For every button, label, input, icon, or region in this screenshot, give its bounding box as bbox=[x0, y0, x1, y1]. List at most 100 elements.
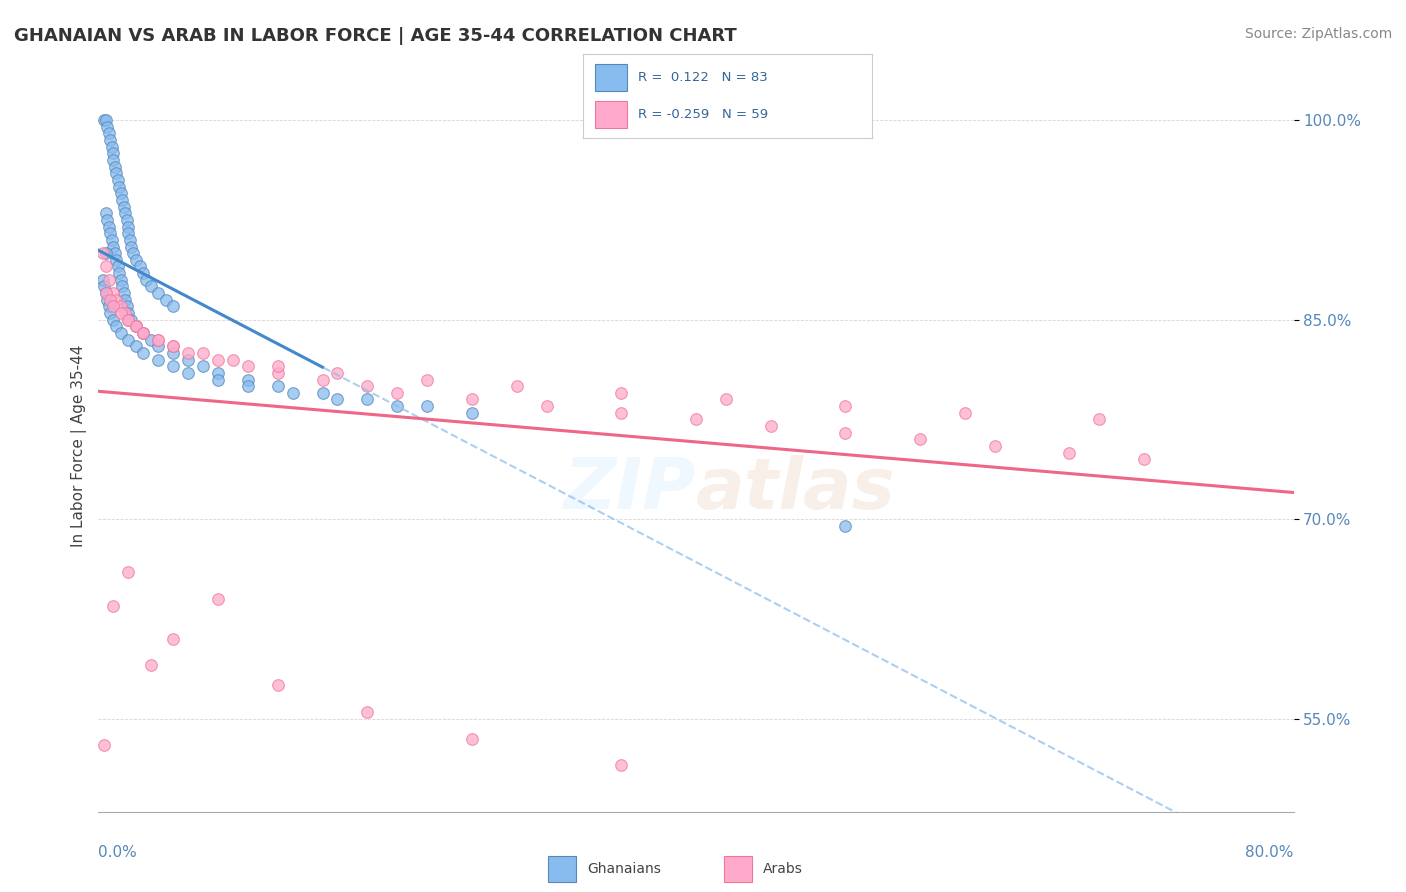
Point bbox=[103, 286, 125, 301]
Point bbox=[834, 518, 856, 533]
Point bbox=[110, 273, 132, 287]
Point bbox=[103, 299, 125, 313]
Point bbox=[121, 246, 143, 260]
Point bbox=[148, 286, 170, 301]
Point bbox=[93, 113, 115, 128]
Point bbox=[326, 366, 349, 380]
Point bbox=[108, 179, 131, 194]
Point bbox=[93, 738, 115, 752]
Point bbox=[111, 279, 134, 293]
Point bbox=[222, 352, 245, 367]
Point bbox=[120, 312, 142, 326]
Text: atlas: atlas bbox=[696, 456, 896, 524]
Point bbox=[111, 193, 134, 207]
Point bbox=[984, 439, 1007, 453]
Point bbox=[117, 306, 139, 320]
Point bbox=[162, 339, 184, 353]
Point bbox=[93, 279, 115, 293]
Point bbox=[103, 599, 125, 613]
Point bbox=[148, 333, 170, 347]
Point bbox=[105, 319, 128, 334]
Point bbox=[98, 306, 122, 320]
Point bbox=[98, 293, 122, 307]
Point bbox=[139, 658, 162, 673]
Point bbox=[96, 293, 118, 307]
Text: 80.0%: 80.0% bbox=[1246, 845, 1294, 860]
Point bbox=[311, 385, 333, 400]
Text: GHANAIAN VS ARAB IN LABOR FORCE | AGE 35-44 CORRELATION CHART: GHANAIAN VS ARAB IN LABOR FORCE | AGE 35… bbox=[14, 27, 737, 45]
Point bbox=[104, 246, 127, 260]
Point bbox=[685, 412, 707, 426]
Point bbox=[94, 246, 117, 260]
Point bbox=[759, 419, 782, 434]
Point bbox=[610, 406, 633, 420]
Point bbox=[385, 399, 409, 413]
Point bbox=[908, 433, 931, 447]
Point bbox=[267, 379, 290, 393]
Point bbox=[834, 399, 856, 413]
Point bbox=[155, 293, 177, 307]
Point bbox=[162, 632, 184, 646]
Point bbox=[236, 379, 259, 393]
Bar bbox=[548, 855, 576, 882]
Point bbox=[112, 200, 135, 214]
Point bbox=[610, 385, 633, 400]
Point bbox=[110, 326, 132, 340]
Point bbox=[416, 372, 439, 386]
Point bbox=[114, 206, 136, 220]
Point bbox=[610, 758, 633, 772]
Point bbox=[114, 293, 136, 307]
Point bbox=[135, 273, 157, 287]
Point bbox=[96, 213, 118, 227]
Point bbox=[267, 366, 290, 380]
Point bbox=[326, 392, 349, 407]
Point bbox=[177, 366, 200, 380]
Point bbox=[461, 406, 484, 420]
Point bbox=[91, 273, 114, 287]
Point bbox=[953, 406, 976, 420]
Point bbox=[1133, 452, 1156, 467]
Point bbox=[117, 312, 139, 326]
Text: R = -0.259   N = 59: R = -0.259 N = 59 bbox=[638, 108, 768, 121]
Point bbox=[98, 226, 122, 240]
Point bbox=[94, 206, 117, 220]
Point bbox=[267, 359, 290, 374]
Point bbox=[125, 319, 148, 334]
Point bbox=[103, 239, 125, 253]
Y-axis label: In Labor Force | Age 35-44: In Labor Force | Age 35-44 bbox=[72, 345, 87, 547]
Point bbox=[132, 326, 155, 340]
Point bbox=[177, 352, 200, 367]
Point bbox=[132, 266, 155, 280]
Point bbox=[385, 385, 409, 400]
Point bbox=[97, 273, 120, 287]
Point bbox=[162, 346, 184, 360]
Point bbox=[107, 173, 129, 187]
Point bbox=[162, 299, 184, 313]
Point bbox=[103, 146, 125, 161]
Point bbox=[506, 379, 529, 393]
Point bbox=[191, 346, 214, 360]
Point bbox=[461, 731, 484, 746]
Text: R =  0.122   N = 83: R = 0.122 N = 83 bbox=[638, 70, 768, 84]
Point bbox=[139, 279, 162, 293]
Point bbox=[207, 366, 229, 380]
Point bbox=[103, 153, 125, 167]
Point bbox=[132, 326, 155, 340]
Bar bbox=[595, 101, 627, 128]
Point bbox=[96, 120, 118, 134]
Point bbox=[162, 359, 184, 374]
Point bbox=[132, 346, 155, 360]
Text: Arabs: Arabs bbox=[762, 862, 803, 876]
Point bbox=[207, 352, 229, 367]
Point bbox=[97, 299, 120, 313]
Point bbox=[105, 293, 128, 307]
Point bbox=[191, 359, 214, 374]
Point bbox=[110, 186, 132, 201]
Point bbox=[117, 226, 139, 240]
Point bbox=[104, 160, 127, 174]
Point bbox=[101, 140, 124, 154]
Point bbox=[132, 326, 155, 340]
Point bbox=[162, 339, 184, 353]
Point bbox=[207, 372, 229, 386]
Point bbox=[118, 233, 141, 247]
